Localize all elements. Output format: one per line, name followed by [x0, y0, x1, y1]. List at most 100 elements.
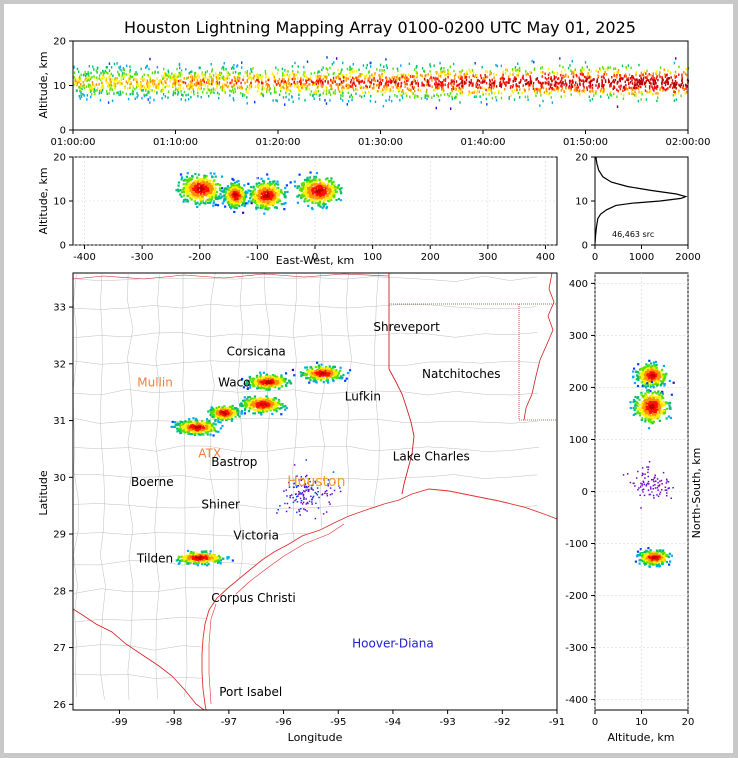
- source-mark: [377, 79, 379, 83]
- y-tick-label: 0: [60, 126, 66, 137]
- source-mark: [575, 89, 577, 93]
- source-mark: [284, 191, 287, 194]
- source-mark: [75, 89, 78, 92]
- source-mark: [631, 90, 633, 93]
- source-mark: [568, 79, 571, 83]
- source-mark: [254, 80, 257, 83]
- source-mark: [675, 87, 677, 90]
- source-mark: [397, 69, 399, 72]
- x-tick-label: 0: [312, 252, 318, 263]
- source-mark: [207, 189, 210, 192]
- source-mark: [631, 88, 634, 91]
- source-mark: [109, 83, 111, 87]
- source-mark: [492, 86, 495, 90]
- storm-source-mark: [187, 432, 190, 435]
- source-mark: [336, 185, 340, 188]
- source-mark: [221, 67, 223, 70]
- source-mark: [202, 187, 205, 190]
- source-mark: [559, 57, 561, 60]
- source-mark: [570, 72, 573, 76]
- source-mark: [369, 99, 372, 103]
- source-mark: [227, 71, 229, 75]
- source-mark: [298, 189, 302, 192]
- source-mark: [638, 78, 641, 82]
- source-mark: [155, 86, 157, 89]
- source-mark: [595, 90, 597, 93]
- source-mark: [137, 94, 139, 97]
- source-mark: [405, 79, 408, 83]
- source-mark: [240, 85, 243, 89]
- source-mark: [213, 191, 217, 194]
- source-mark: [266, 191, 269, 195]
- source-mark: [455, 96, 457, 99]
- source-mark: [370, 94, 372, 98]
- source-mark: [221, 86, 224, 90]
- source-mark: [212, 186, 215, 189]
- source-mark: [545, 89, 547, 92]
- source-mark: [419, 89, 422, 92]
- source-mark: [230, 67, 233, 70]
- source-mark: [293, 185, 297, 188]
- source-mark: [313, 97, 315, 100]
- storm-source-mark: [240, 411, 243, 414]
- source-mark: [322, 92, 324, 95]
- source-mark: [449, 92, 452, 95]
- source-mark: [319, 188, 322, 192]
- source-mark: [191, 76, 193, 79]
- source-mark: [83, 94, 85, 97]
- source-mark: [179, 189, 182, 192]
- source-mark: [525, 70, 527, 73]
- source-mark: [586, 72, 589, 76]
- source-mark: [600, 75, 603, 79]
- source-mark: [455, 80, 458, 83]
- source-mark: [327, 194, 330, 197]
- source-mark: [250, 70, 253, 73]
- source-mark: [413, 68, 416, 71]
- storm-source-mark: [190, 428, 193, 431]
- source-mark: [476, 83, 479, 86]
- source-mark: [135, 86, 138, 89]
- source-mark: [196, 80, 199, 83]
- source-mark: [276, 201, 280, 204]
- source-mark: [316, 202, 320, 205]
- source-mark: [662, 87, 665, 90]
- source-mark: [182, 77, 185, 80]
- x-tick-label: -100: [246, 252, 269, 263]
- source-mark: [581, 66, 584, 70]
- source-mark: [233, 193, 236, 196]
- source-mark: [161, 74, 163, 78]
- source-mark: [183, 90, 186, 94]
- source-mark: [337, 86, 339, 89]
- storm-source-mark: [194, 424, 197, 428]
- source-mark: [481, 65, 483, 69]
- source-mark: [186, 84, 188, 88]
- source-mark: [199, 192, 202, 195]
- source-mark: [439, 84, 441, 87]
- source-mark: [288, 98, 290, 102]
- source-mark: [568, 87, 570, 90]
- source-mark: [534, 87, 536, 91]
- source-mark: [440, 74, 442, 78]
- source-mark: [326, 75, 328, 79]
- source-mark: [268, 188, 272, 192]
- source-mark: [500, 64, 503, 68]
- storm-source-mark: [215, 415, 218, 418]
- source-mark: [561, 76, 563, 80]
- source-mark: [236, 65, 238, 68]
- source-mark: [98, 92, 101, 95]
- source-mark: [108, 75, 110, 78]
- source-mark: [633, 93, 636, 97]
- source-mark: [135, 78, 137, 82]
- source-mark: [565, 73, 567, 77]
- source-mark: [203, 192, 206, 195]
- source-mark: [93, 87, 95, 91]
- source-mark: [243, 75, 245, 79]
- source-mark: [306, 176, 309, 179]
- source-mark: [208, 75, 211, 79]
- source-mark: [295, 73, 298, 77]
- source-mark: [215, 82, 217, 85]
- source-mark: [528, 83, 530, 86]
- source-mark: [234, 187, 237, 191]
- source-mark: [485, 81, 488, 85]
- source-mark: [613, 72, 615, 75]
